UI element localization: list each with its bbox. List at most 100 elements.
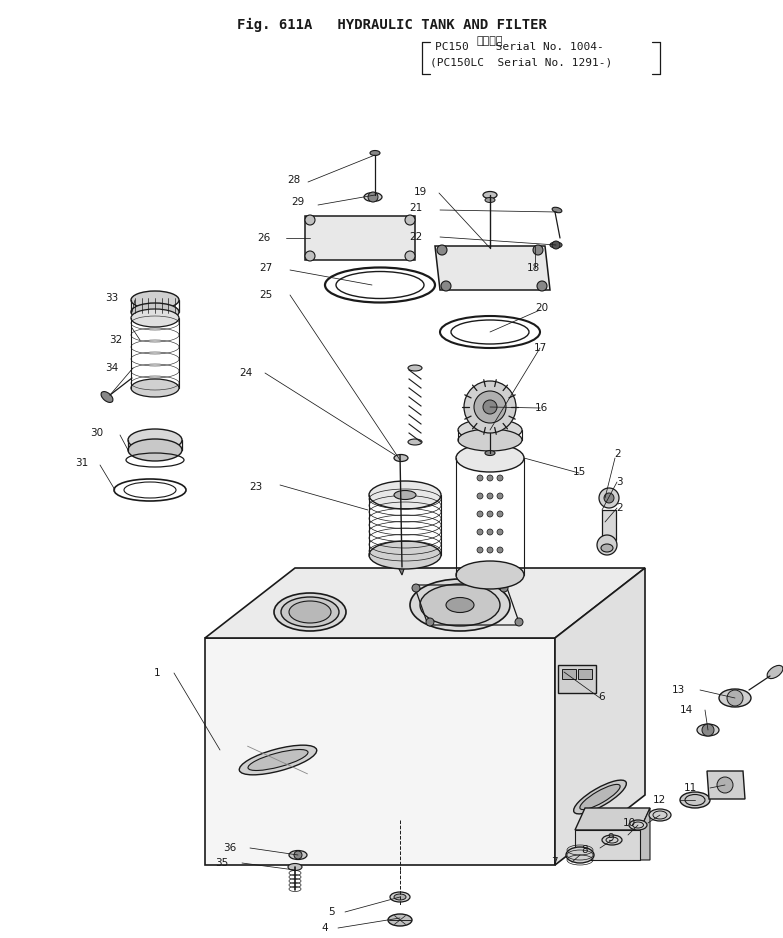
Circle shape	[412, 584, 420, 592]
Circle shape	[477, 529, 483, 535]
Ellipse shape	[390, 892, 410, 902]
Circle shape	[477, 511, 483, 517]
Circle shape	[368, 192, 378, 202]
Ellipse shape	[408, 439, 422, 445]
Ellipse shape	[601, 544, 613, 552]
Ellipse shape	[550, 242, 562, 248]
Ellipse shape	[289, 601, 331, 623]
Ellipse shape	[458, 419, 522, 441]
Circle shape	[477, 475, 483, 481]
Text: 32: 32	[109, 335, 122, 345]
Circle shape	[405, 251, 415, 261]
Ellipse shape	[131, 309, 179, 327]
Bar	[602, 510, 616, 540]
Circle shape	[597, 535, 617, 555]
Ellipse shape	[456, 444, 524, 472]
Ellipse shape	[458, 429, 522, 451]
Text: 30: 30	[90, 428, 103, 438]
Circle shape	[702, 724, 714, 736]
Circle shape	[426, 618, 434, 626]
Circle shape	[483, 400, 497, 414]
Polygon shape	[435, 246, 550, 290]
Ellipse shape	[574, 780, 626, 814]
Circle shape	[487, 547, 493, 553]
Circle shape	[487, 529, 493, 535]
Circle shape	[464, 381, 516, 433]
Circle shape	[487, 493, 493, 499]
Text: 3: 3	[616, 477, 623, 487]
Circle shape	[537, 281, 547, 291]
Circle shape	[487, 475, 493, 481]
Ellipse shape	[131, 379, 179, 397]
Circle shape	[552, 241, 560, 249]
Ellipse shape	[274, 593, 346, 631]
Ellipse shape	[408, 365, 422, 371]
Ellipse shape	[370, 150, 380, 156]
Text: 31: 31	[74, 458, 88, 468]
Polygon shape	[305, 216, 415, 260]
Text: 34: 34	[105, 363, 118, 373]
Text: 8: 8	[581, 845, 588, 855]
Circle shape	[497, 529, 503, 535]
Ellipse shape	[456, 561, 524, 589]
Ellipse shape	[131, 291, 179, 309]
Ellipse shape	[288, 864, 302, 870]
Ellipse shape	[420, 584, 500, 626]
Text: 18: 18	[527, 263, 540, 273]
Polygon shape	[396, 563, 406, 575]
Circle shape	[474, 391, 506, 423]
Ellipse shape	[602, 835, 622, 845]
Text: 11: 11	[684, 783, 697, 793]
Circle shape	[305, 251, 315, 261]
Ellipse shape	[289, 851, 307, 859]
Text: 16: 16	[535, 403, 548, 413]
Text: 12: 12	[653, 795, 666, 805]
Ellipse shape	[485, 198, 495, 203]
Text: 9: 9	[608, 833, 614, 843]
Text: 22: 22	[409, 232, 422, 242]
Circle shape	[500, 584, 508, 592]
Text: 19: 19	[413, 187, 427, 197]
Text: 13: 13	[672, 685, 685, 695]
Text: 33: 33	[105, 293, 118, 303]
Polygon shape	[707, 771, 745, 799]
Circle shape	[497, 547, 503, 553]
Text: 2: 2	[615, 449, 621, 459]
Circle shape	[497, 511, 503, 517]
Text: 適用号機: 適用号機	[477, 36, 503, 46]
Ellipse shape	[767, 665, 783, 678]
Circle shape	[533, 245, 543, 255]
Ellipse shape	[364, 192, 382, 202]
Circle shape	[487, 511, 493, 517]
Circle shape	[727, 690, 743, 706]
Circle shape	[604, 493, 614, 503]
Text: 25: 25	[258, 290, 272, 300]
Text: 24: 24	[240, 368, 253, 378]
Polygon shape	[575, 808, 650, 830]
Bar	[558, 665, 596, 693]
Ellipse shape	[248, 749, 308, 770]
Bar	[578, 669, 592, 679]
Polygon shape	[640, 808, 650, 860]
Text: 14: 14	[680, 705, 693, 715]
Ellipse shape	[240, 745, 317, 775]
Ellipse shape	[446, 598, 474, 613]
Polygon shape	[555, 568, 645, 865]
Ellipse shape	[131, 303, 179, 321]
Ellipse shape	[369, 541, 441, 569]
Circle shape	[477, 547, 483, 553]
Ellipse shape	[719, 689, 751, 707]
Ellipse shape	[410, 579, 510, 631]
Ellipse shape	[388, 914, 412, 926]
Polygon shape	[205, 638, 555, 865]
Text: 15: 15	[572, 467, 586, 477]
Text: 2: 2	[616, 503, 623, 513]
Ellipse shape	[566, 847, 594, 863]
Text: 5: 5	[328, 907, 335, 917]
Text: 4: 4	[321, 923, 328, 933]
Text: 17: 17	[534, 343, 547, 353]
Text: 21: 21	[409, 203, 422, 213]
Polygon shape	[575, 830, 640, 860]
Text: 29: 29	[292, 197, 305, 207]
Text: 36: 36	[222, 843, 236, 853]
